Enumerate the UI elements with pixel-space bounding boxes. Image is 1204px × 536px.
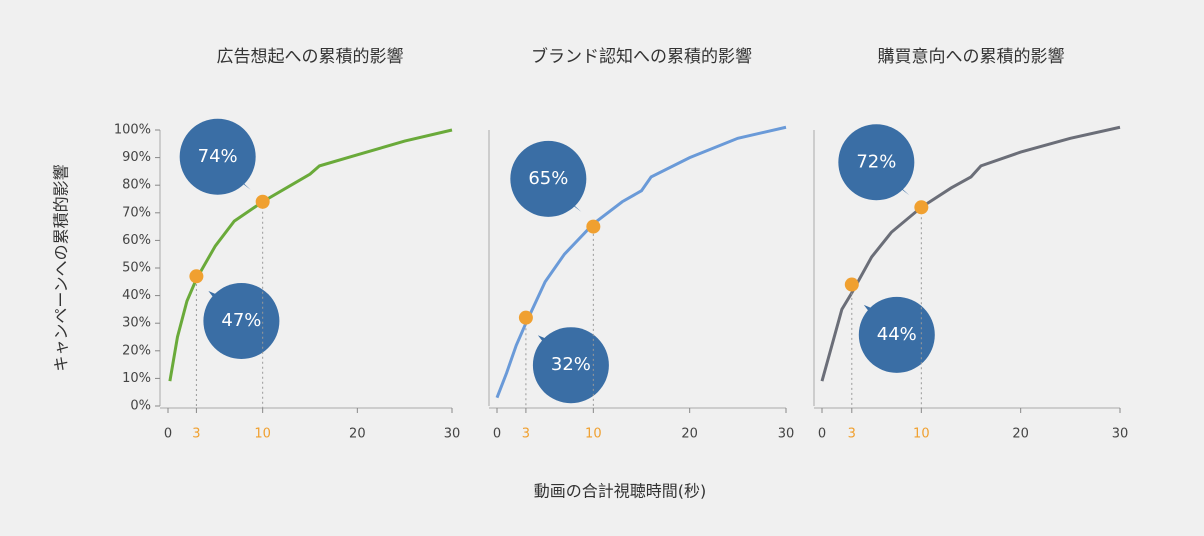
x-tick-label: 30 — [1112, 427, 1129, 442]
y-tick-label: 80% — [122, 178, 151, 193]
bubble-label: 32% — [551, 354, 591, 375]
callout-point — [518, 310, 533, 325]
x-tick-label: 3 — [522, 427, 530, 442]
y-tick-label: 70% — [122, 205, 151, 220]
bubble-label: 44% — [877, 324, 917, 345]
bubble — [838, 124, 915, 201]
bubble-label: 65% — [528, 168, 568, 189]
x-tick-label: 0 — [493, 427, 501, 442]
y-tick-label: 90% — [122, 150, 151, 165]
x-tick-label: 3 — [848, 427, 856, 442]
y-tick-label: 20% — [122, 343, 151, 358]
x-tick-label: 0 — [164, 427, 172, 442]
y-tick-label: 60% — [122, 233, 151, 248]
bubble — [179, 118, 256, 195]
callout-point — [586, 219, 601, 234]
y-tick-label: 40% — [122, 288, 151, 303]
callout-point — [844, 277, 859, 292]
callout-point — [189, 269, 204, 284]
x-tick-label: 30 — [444, 427, 461, 442]
x-tick-label: 20 — [349, 427, 366, 442]
panel-title: 広告想起への累積的影響 — [217, 47, 404, 67]
x-tick-label: 10 — [254, 427, 271, 442]
bubble — [858, 296, 935, 373]
y-tick-label: 0% — [130, 399, 151, 414]
panel-title: ブランド認知への累積的影響 — [531, 46, 752, 67]
x-tick-label: 30 — [778, 427, 795, 442]
x-axis-label: 動画の合計視聴時間(秒) — [534, 482, 707, 501]
y-tick-label: 30% — [122, 316, 151, 331]
x-tick-label: 20 — [681, 427, 698, 442]
bubble-label: 47% — [221, 310, 261, 331]
callout-point — [255, 194, 270, 209]
y-tick-label: 100% — [114, 123, 151, 138]
y-tick-label: 50% — [122, 261, 151, 276]
x-tick-label: 20 — [1012, 427, 1029, 442]
bubble — [203, 283, 280, 360]
y-axis-label: キャンペーンへの累積的影響 — [52, 164, 71, 371]
x-tick-label: 10 — [913, 427, 930, 442]
bubble-label: 72% — [856, 151, 896, 172]
bubble — [510, 140, 587, 217]
panel-title: 購買意向への累積的影響 — [878, 47, 1065, 67]
x-tick-label: 3 — [192, 427, 200, 442]
bubble-label: 74% — [198, 146, 238, 167]
x-tick-label: 0 — [818, 427, 826, 442]
callout-point — [914, 200, 929, 215]
x-tick-label: 10 — [585, 427, 602, 442]
y-tick-label: 10% — [122, 371, 151, 386]
bubble — [532, 327, 609, 404]
